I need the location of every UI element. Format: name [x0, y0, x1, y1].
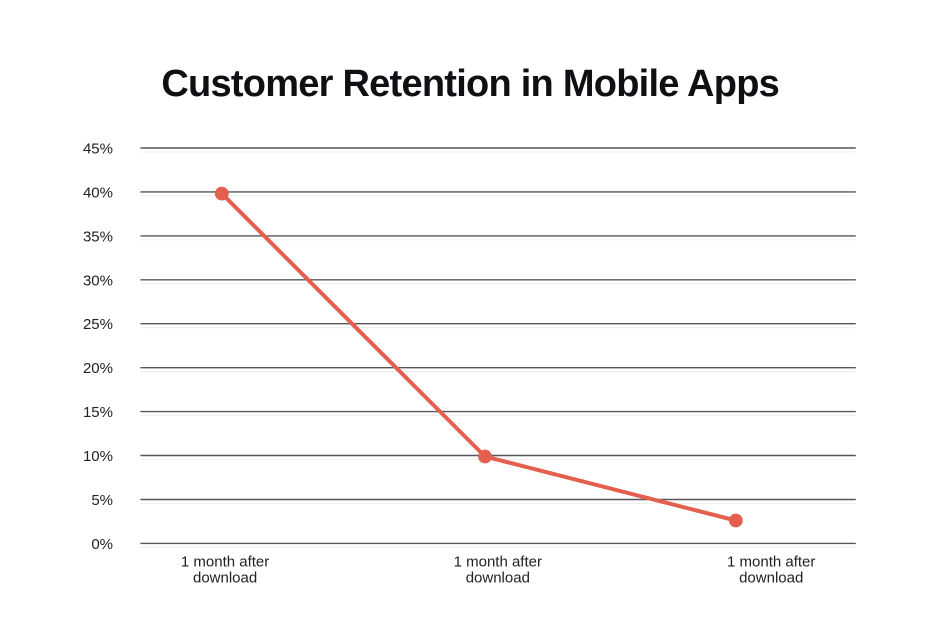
svg-text:1 month after: 1 month after — [727, 553, 815, 570]
svg-text:1 month after: 1 month after — [454, 553, 542, 570]
svg-text:15%: 15% — [83, 404, 113, 421]
svg-text:0%: 0% — [91, 536, 113, 553]
svg-text:25%: 25% — [83, 316, 113, 333]
svg-text:download: download — [193, 570, 257, 587]
svg-text:30%: 30% — [83, 272, 113, 289]
svg-text:5%: 5% — [91, 492, 113, 509]
svg-text:40%: 40% — [83, 184, 113, 201]
svg-text:download: download — [739, 570, 803, 587]
svg-text:10%: 10% — [83, 448, 113, 465]
svg-text:45%: 45% — [83, 141, 113, 158]
svg-text:Customer Retention in Mobile A: Customer Retention in Mobile Apps — [161, 63, 779, 105]
svg-text:20%: 20% — [83, 360, 113, 377]
svg-text:download: download — [466, 570, 530, 587]
svg-text:1 month after: 1 month after — [181, 553, 269, 570]
svg-text:35%: 35% — [83, 228, 113, 245]
